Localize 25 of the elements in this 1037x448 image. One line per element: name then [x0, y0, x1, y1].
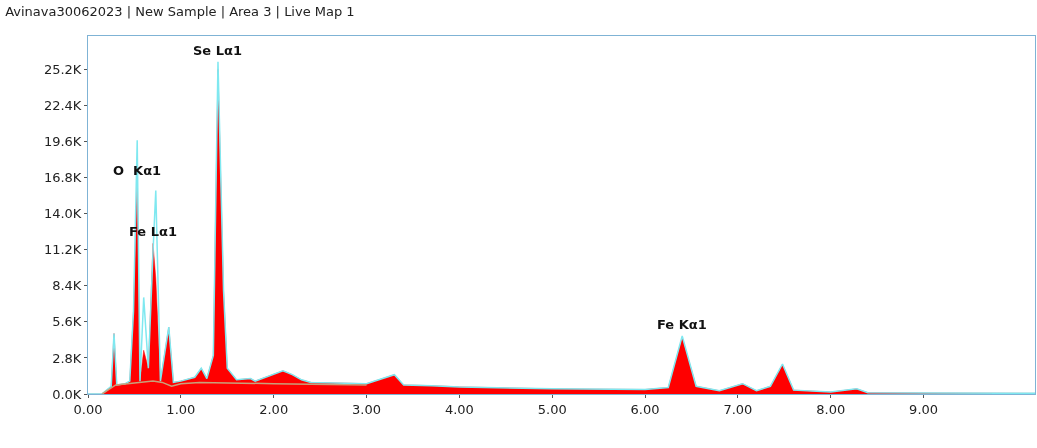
y-tick-label: 5.6K	[52, 314, 82, 330]
annotation: O Kα1	[113, 163, 162, 178]
y-tick-label: 22.4K	[43, 98, 82, 114]
y-tick-label: 8.4K	[52, 278, 82, 294]
line-series	[101, 380, 368, 394]
y-tick-label: 11.2K	[43, 242, 82, 258]
y-tick-label: 14.0K	[43, 206, 82, 222]
x-tick-label: 8.00	[816, 401, 846, 417]
chart-title: Avinava30062023 | New Sample | Area 3 | Live Map 1	[5, 3, 355, 19]
annotation: Se Lα1	[193, 43, 242, 58]
x-tick-label: 0.00	[73, 401, 103, 417]
x-tick-label: 7.00	[723, 401, 753, 417]
x-tick-label: 6.00	[630, 401, 660, 417]
y-tick-label: 19.6K	[43, 134, 82, 150]
y-tick-label: 25.2K	[43, 62, 82, 78]
x-tick-label: 9.00	[909, 401, 939, 417]
x-tick-label: 4.00	[444, 401, 474, 417]
x-tick-label: 2.00	[259, 401, 289, 417]
y-tick-label: 0.0K	[52, 386, 82, 402]
y-tick-label: 2.8K	[52, 350, 82, 366]
annotation: Fe Kα1	[657, 317, 707, 332]
x-tick-label: 3.00	[352, 401, 382, 417]
x-tick-label: 5.00	[537, 401, 567, 417]
y-tick-label: 16.8K	[43, 170, 82, 186]
x-tick-label: 1.00	[166, 401, 196, 417]
